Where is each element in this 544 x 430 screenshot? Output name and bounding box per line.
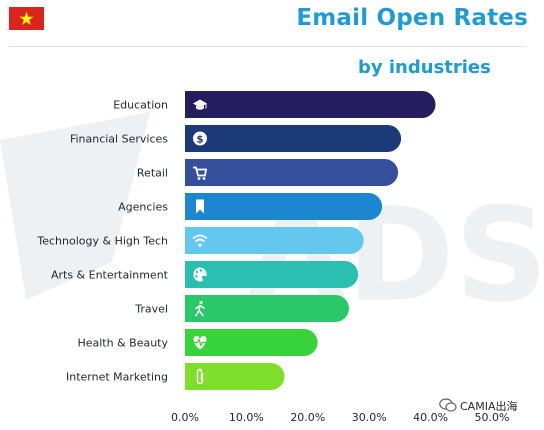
bar — [185, 159, 399, 186]
bar — [185, 125, 402, 152]
category-label: Arts & Entertainment — [51, 269, 169, 282]
bar — [185, 227, 364, 254]
bar — [185, 91, 436, 118]
bar-left-edge — [185, 295, 212, 322]
category-label: Retail — [137, 167, 168, 180]
heart-pulse-icon — [193, 335, 207, 350]
x-tick-label: 0.0% — [171, 411, 199, 424]
bar — [185, 329, 318, 356]
category-label: Internet Marketing — [66, 371, 168, 384]
svg-text:$: $ — [197, 135, 204, 146]
bar — [185, 295, 349, 322]
dollar-icon: $ — [193, 131, 207, 146]
category-label: Technology & High Tech — [36, 235, 168, 248]
watermark-credit: CAMIA出海 — [460, 400, 518, 413]
x-tick-label: 20.0% — [290, 411, 325, 424]
category-label: Agencies — [118, 201, 168, 214]
x-tick-label: 10.0% — [229, 411, 264, 424]
paperclip-icon — [196, 368, 204, 385]
category-label: Travel — [134, 303, 168, 316]
graduation-cap-icon — [193, 99, 207, 110]
bar-left-edge — [185, 159, 212, 186]
bar — [185, 261, 359, 288]
vietnam-flag-icon — [9, 7, 44, 30]
x-tick-label: 40.0% — [413, 411, 448, 424]
bar-left-edge — [185, 363, 212, 390]
bookmark-icon — [196, 199, 204, 214]
palette-icon — [193, 267, 207, 282]
walking-icon — [195, 300, 205, 317]
wifi-icon — [192, 234, 208, 247]
x-tick-label: 30.0% — [352, 411, 387, 424]
wechat-icon — [439, 398, 457, 412]
category-label: Health & Beauty — [77, 337, 168, 350]
bar — [185, 193, 383, 220]
x-tick-label: 50.0% — [475, 411, 510, 424]
chart-subtitle: by industries — [358, 57, 491, 78]
shopping-cart-icon — [193, 166, 208, 180]
category-label: Financial Services — [70, 133, 168, 146]
category-label: Education — [113, 99, 168, 112]
header-divider — [9, 46, 526, 47]
chart-title: Email Open Rates — [296, 5, 528, 31]
